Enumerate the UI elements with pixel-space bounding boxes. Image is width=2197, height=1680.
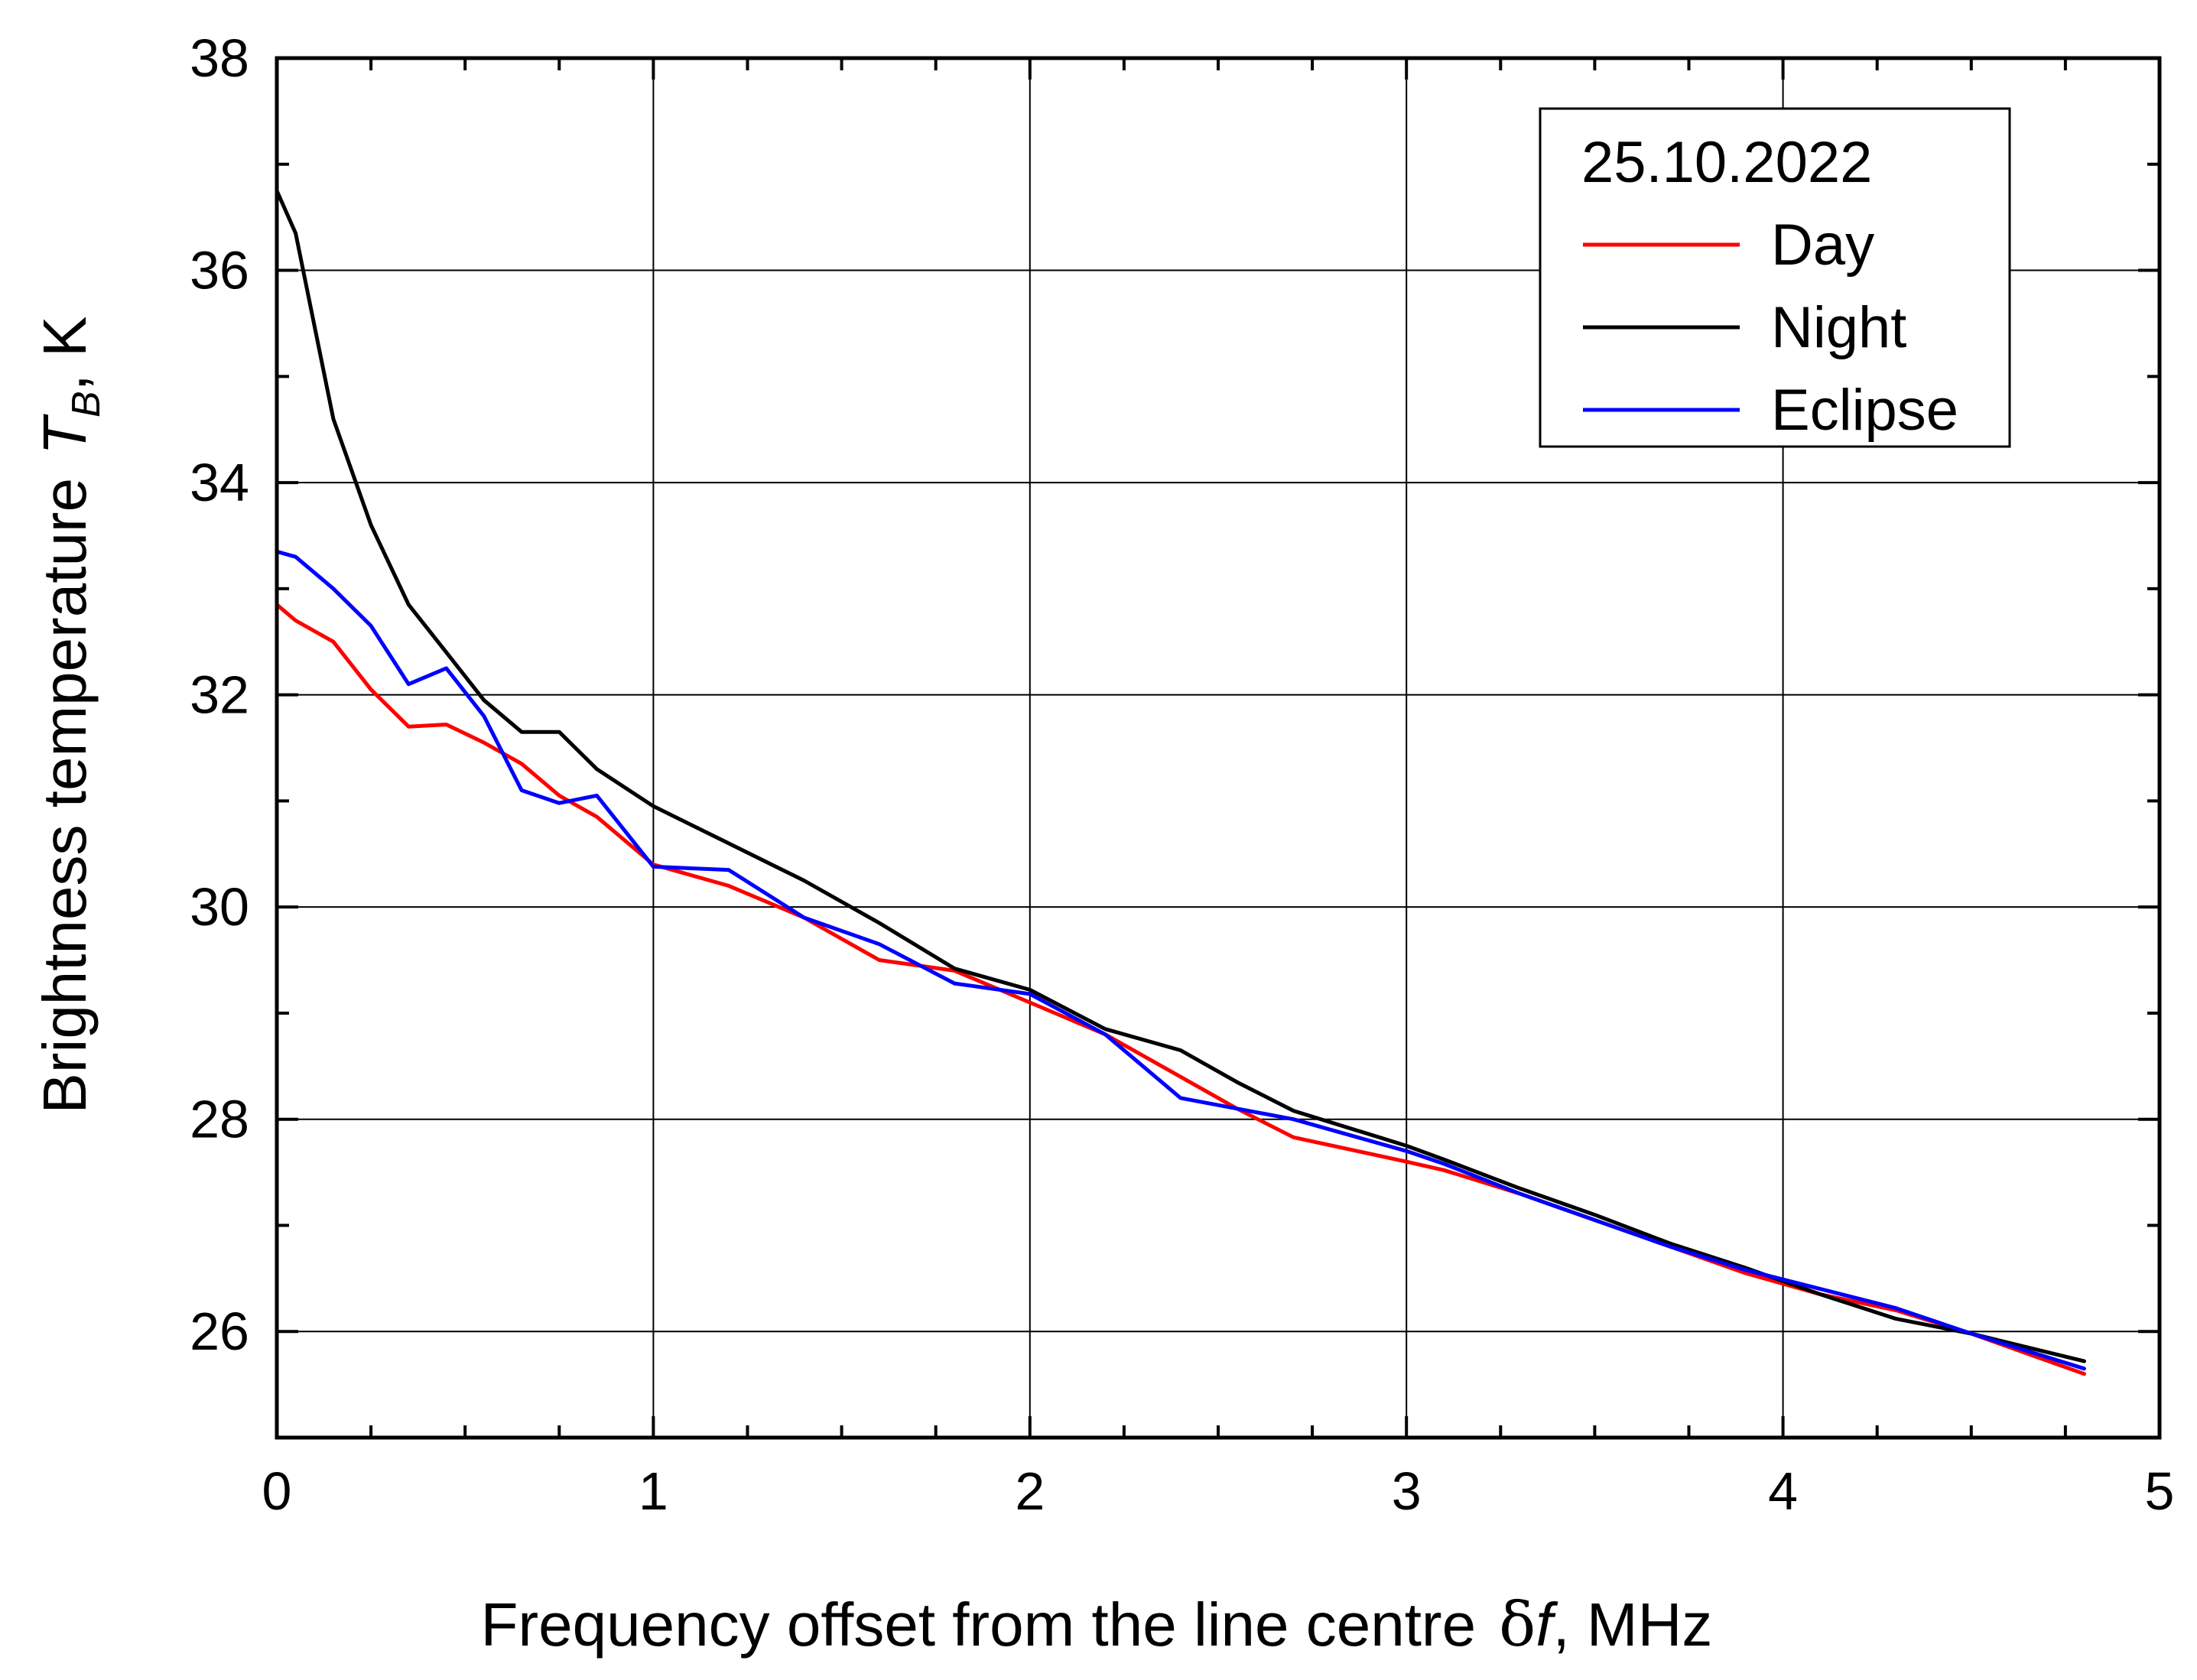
legend-label-night: Night	[1771, 295, 1906, 360]
x-axis-title: Frequency offset from the line centre δf,…	[481, 1589, 1713, 1660]
y-tick-label: 26	[190, 1301, 249, 1361]
legend: 25.10.2022 Day Night Eclipse	[1539, 107, 2011, 448]
x-tick-label: 4	[1768, 1461, 1798, 1521]
y-tick-label: 28	[190, 1090, 249, 1149]
axes	[275, 56, 2162, 1440]
y-tick-label: 34	[190, 453, 249, 512]
y-tick-label: 36	[190, 241, 249, 301]
x-tick-label: 0	[262, 1461, 292, 1521]
x-tick-label: 5	[2145, 1461, 2175, 1521]
legend-box	[1539, 107, 2011, 448]
y-axis-title: Brightness temperatureTB, K	[31, 317, 109, 1114]
y-tick-label: 32	[190, 665, 249, 725]
plot-frame	[275, 56, 2162, 1440]
legend-label-day: Day	[1771, 213, 1874, 278]
series-line-eclipse	[275, 549, 2086, 1371]
series-line-day	[275, 603, 2086, 1376]
x-tick-label: 3	[1392, 1461, 1422, 1521]
series-lines	[275, 189, 2086, 1376]
y-tick-label: 30	[190, 877, 249, 937]
legend-title: 25.10.2022	[1581, 130, 1872, 195]
series-line-night	[275, 189, 2086, 1363]
y-tick-label: 38	[190, 28, 249, 88]
x-tick-label: 1	[639, 1461, 668, 1521]
x-tick-label: 2	[1015, 1461, 1045, 1521]
legend-label-eclipse: Eclipse	[1771, 378, 1958, 443]
